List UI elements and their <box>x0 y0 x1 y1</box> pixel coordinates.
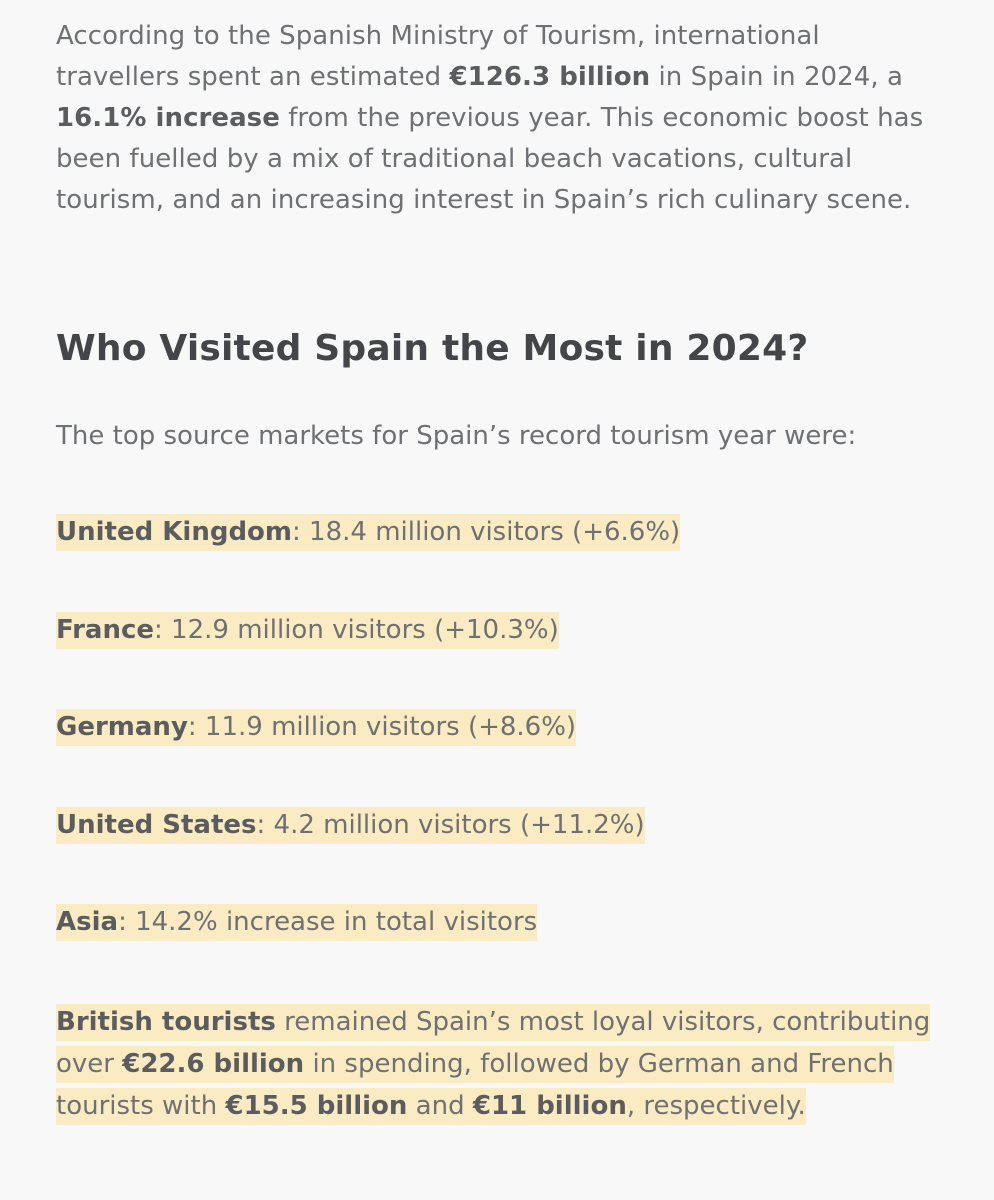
market-name: United States <box>56 810 257 840</box>
intro-text-2: in Spain in 2024, a <box>650 62 903 92</box>
market-detail: : 18.4 million visitors (+6.6%) <box>292 517 681 547</box>
market-name: United Kingdom <box>56 517 293 547</box>
intro-spending-figure: €126.3 billion <box>449 62 651 92</box>
british-tourists-label: British tourists <box>56 1007 276 1037</box>
british-spending-figure: €22.6 billion <box>122 1049 305 1079</box>
closing-text-4: , respectively. <box>626 1091 806 1121</box>
highlight: France: 12.9 million visitors (+10.3%) <box>56 612 559 649</box>
section-heading: Who Visited Spain the Most in 2024? <box>56 328 809 369</box>
market-item-asia: Asia: 14.2% increase in total visitors <box>56 902 538 943</box>
intro-paragraph: According to the Spanish Ministry of Tou… <box>56 16 936 221</box>
closing-paragraph: British tourists remained Spain’s most l… <box>56 1001 936 1127</box>
market-detail: : 4.2 million visitors (+11.2%) <box>256 810 645 840</box>
highlight: United States: 4.2 million visitors (+11… <box>56 807 645 844</box>
market-detail: : 14.2% increase in total visitors <box>118 907 538 937</box>
intro-text-1: According to the Spanish Ministry of Tou… <box>56 21 820 92</box>
market-detail: : 11.9 million visitors (+8.6%) <box>187 712 577 742</box>
market-item-france: France: 12.9 million visitors (+10.3%) <box>56 610 559 651</box>
market-item-united-states: United States: 4.2 million visitors (+11… <box>56 805 645 846</box>
market-name: Asia <box>56 907 119 937</box>
market-name: Germany <box>56 712 188 742</box>
market-item-germany: Germany: 11.9 million visitors (+8.6%) <box>56 707 577 748</box>
german-spending-figure: €15.5 billion <box>225 1091 408 1121</box>
market-name: France <box>56 615 155 645</box>
market-item-united-kingdom: United Kingdom: 18.4 million visitors (+… <box>56 512 681 553</box>
closing-text-2: in spending, followed by German and Fren… <box>56 1049 894 1121</box>
highlight: Germany: 11.9 million visitors (+8.6%) <box>56 709 577 746</box>
closing-text-1: remained Spain’s most loyal visitors, co… <box>56 1007 931 1079</box>
closing-text-3: and <box>407 1091 473 1121</box>
intro-text-3: from the previous year. This economic bo… <box>56 103 924 215</box>
lead-paragraph: The top source markets for Spain’s recor… <box>56 421 857 451</box>
highlight: British tourists remained Spain’s most l… <box>56 1004 931 1125</box>
highlight: United Kingdom: 18.4 million visitors (+… <box>56 514 681 551</box>
french-spending-figure: €11 billion <box>472 1091 627 1121</box>
market-detail: : 12.9 million visitors (+10.3%) <box>154 615 559 645</box>
highlight: Asia: 14.2% increase in total visitors <box>56 904 538 941</box>
intro-increase-figure: 16.1% increase <box>56 103 280 133</box>
